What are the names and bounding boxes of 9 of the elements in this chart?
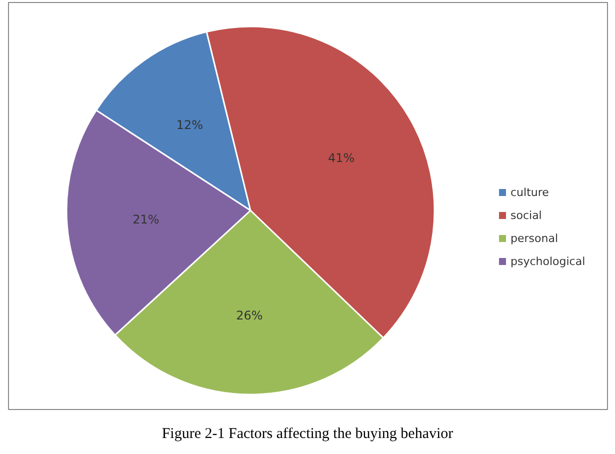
text: Figure 2-1 Factors affecting the buying behavior bbox=[162, 425, 454, 444]
data-label: 21% bbox=[132, 212, 160, 226]
data-label: 12% bbox=[176, 118, 204, 132]
data-label: 41% bbox=[328, 151, 355, 166]
data-label: 26% bbox=[236, 308, 263, 322]
legend-label: personal bbox=[510, 232, 558, 245]
legend-label: culture bbox=[510, 186, 550, 199]
legend-label: social bbox=[510, 209, 542, 222]
legend-label: psychological bbox=[510, 255, 586, 268]
